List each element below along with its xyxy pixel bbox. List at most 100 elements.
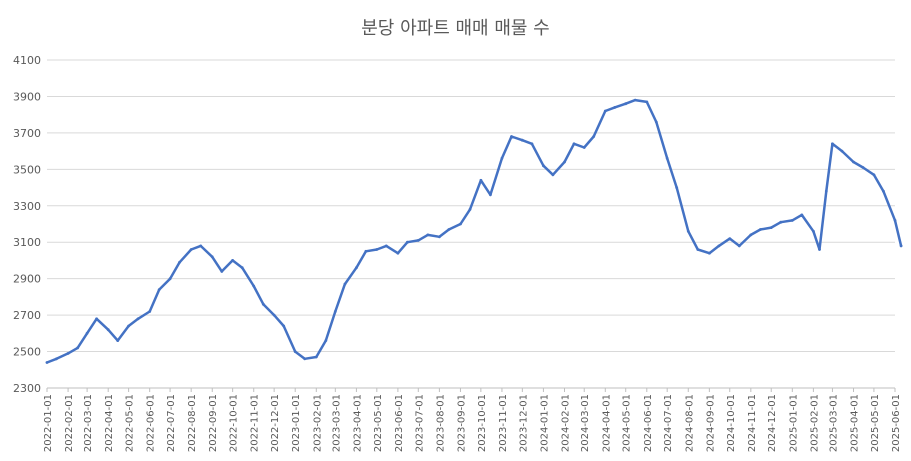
data-point bbox=[106, 328, 110, 332]
x-tick-label: 2023-05-01 bbox=[373, 394, 384, 452]
data-point bbox=[355, 266, 358, 270]
data-point bbox=[438, 235, 441, 239]
y-tick-label: 3900 bbox=[13, 90, 41, 103]
data-point bbox=[157, 288, 161, 291]
x-tick-label: 2024-08-01 bbox=[684, 394, 695, 452]
data-point bbox=[696, 248, 700, 251]
chart-title: 분당 아파트 매매 매물 수 bbox=[361, 18, 550, 39]
x-tick-label: 2024-05-01 bbox=[622, 394, 633, 452]
x-tick-label: 2024-11-01 bbox=[747, 394, 758, 452]
data-point bbox=[861, 166, 865, 169]
x-tick-label: 2023-12-01 bbox=[518, 394, 529, 452]
data-point bbox=[282, 324, 286, 328]
data-point bbox=[603, 109, 607, 113]
x-tick-label: 2025-01-01 bbox=[788, 394, 799, 452]
x-tick-label: 2022-02-01 bbox=[64, 394, 75, 452]
data-point bbox=[824, 189, 828, 193]
data-point bbox=[384, 244, 388, 248]
x-tick-label: 2023-01-01 bbox=[291, 394, 302, 452]
x-tick-label: 2024-12-01 bbox=[767, 394, 778, 452]
data-point bbox=[416, 239, 420, 242]
x-tick-label: 2025-05-01 bbox=[870, 394, 881, 452]
data-point bbox=[708, 251, 711, 255]
x-tick-label: 2022-12-01 bbox=[270, 394, 281, 452]
data-point bbox=[55, 357, 58, 361]
x-tick-label: 2024-01-01 bbox=[539, 394, 550, 452]
x-tick-label: 2023-04-01 bbox=[352, 394, 363, 452]
data-point bbox=[261, 302, 265, 306]
x-tick-label: 2024-02-01 bbox=[561, 394, 572, 452]
data-point bbox=[375, 248, 379, 251]
data-point bbox=[343, 282, 347, 286]
data-point bbox=[136, 317, 140, 321]
data-point bbox=[675, 186, 679, 190]
y-tick-label: 2500 bbox=[13, 346, 41, 359]
data-point bbox=[530, 142, 534, 146]
data-point bbox=[293, 350, 297, 353]
x-tick-label: 2024-09-01 bbox=[705, 394, 716, 452]
data-point bbox=[654, 120, 658, 124]
data-point bbox=[542, 164, 545, 168]
data-point bbox=[364, 249, 368, 253]
x-tick-label: 2022-06-01 bbox=[146, 394, 157, 452]
data-point bbox=[66, 352, 70, 355]
series-line bbox=[45, 98, 903, 364]
data-point bbox=[572, 142, 576, 146]
x-tick-label: 2023-11-01 bbox=[498, 394, 509, 452]
data-point bbox=[220, 270, 224, 273]
x-tick-label: 2023-09-01 bbox=[456, 394, 467, 452]
data-point bbox=[520, 138, 524, 142]
data-point bbox=[189, 248, 193, 251]
data-point bbox=[76, 346, 79, 350]
x-tick-label: 2022-10-01 bbox=[229, 394, 240, 452]
y-tick-label: 3300 bbox=[13, 200, 41, 213]
x-tick-label: 2022-07-01 bbox=[166, 394, 177, 452]
data-point bbox=[148, 310, 152, 313]
data-point bbox=[551, 173, 555, 177]
x-tick-label: 2024-03-01 bbox=[580, 394, 591, 452]
data-point bbox=[500, 157, 504, 160]
data-point bbox=[324, 339, 328, 342]
x-tick-label: 2024-07-01 bbox=[663, 394, 674, 452]
data-point bbox=[85, 331, 89, 335]
data-point bbox=[406, 240, 409, 244]
data-point bbox=[812, 229, 815, 233]
data-point bbox=[831, 142, 834, 146]
data-point bbox=[769, 226, 773, 230]
data-point bbox=[252, 284, 256, 288]
x-tick-label: 2024-04-01 bbox=[601, 394, 612, 452]
x-tick-label: 2025-06-01 bbox=[891, 394, 902, 452]
data-point bbox=[447, 228, 451, 231]
x-tick-label: 2023-10-01 bbox=[477, 394, 488, 452]
x-tick-label: 2024-06-01 bbox=[643, 394, 654, 452]
data-point bbox=[882, 189, 885, 193]
data-point bbox=[728, 237, 732, 241]
data-point bbox=[840, 149, 844, 153]
data-point bbox=[468, 208, 472, 211]
data-point bbox=[624, 102, 628, 106]
data-point bbox=[737, 244, 741, 248]
data-point bbox=[633, 98, 637, 102]
x-tick-label: 2022-05-01 bbox=[125, 394, 136, 452]
data-point bbox=[426, 233, 430, 237]
y-tick-label: 2900 bbox=[13, 273, 41, 286]
data-point bbox=[592, 135, 596, 138]
data-point bbox=[303, 357, 307, 361]
x-tick-label: 2023-07-01 bbox=[414, 394, 425, 452]
data-point bbox=[116, 339, 120, 342]
data-point bbox=[563, 160, 566, 164]
data-point bbox=[459, 222, 462, 226]
data-point bbox=[852, 160, 855, 164]
x-tick-label: 2023-06-01 bbox=[394, 394, 405, 452]
y-tick-label: 4100 bbox=[13, 54, 41, 67]
data-point bbox=[800, 213, 804, 217]
x-tick-label: 2023-08-01 bbox=[435, 394, 446, 452]
y-tick-label: 3500 bbox=[13, 163, 41, 176]
x-tick-label: 2022-01-01 bbox=[43, 394, 54, 452]
data-point bbox=[314, 355, 318, 359]
data-point bbox=[95, 317, 98, 321]
y-tick-label: 2700 bbox=[13, 309, 41, 322]
x-tick-label: 2022-03-01 bbox=[83, 394, 94, 452]
